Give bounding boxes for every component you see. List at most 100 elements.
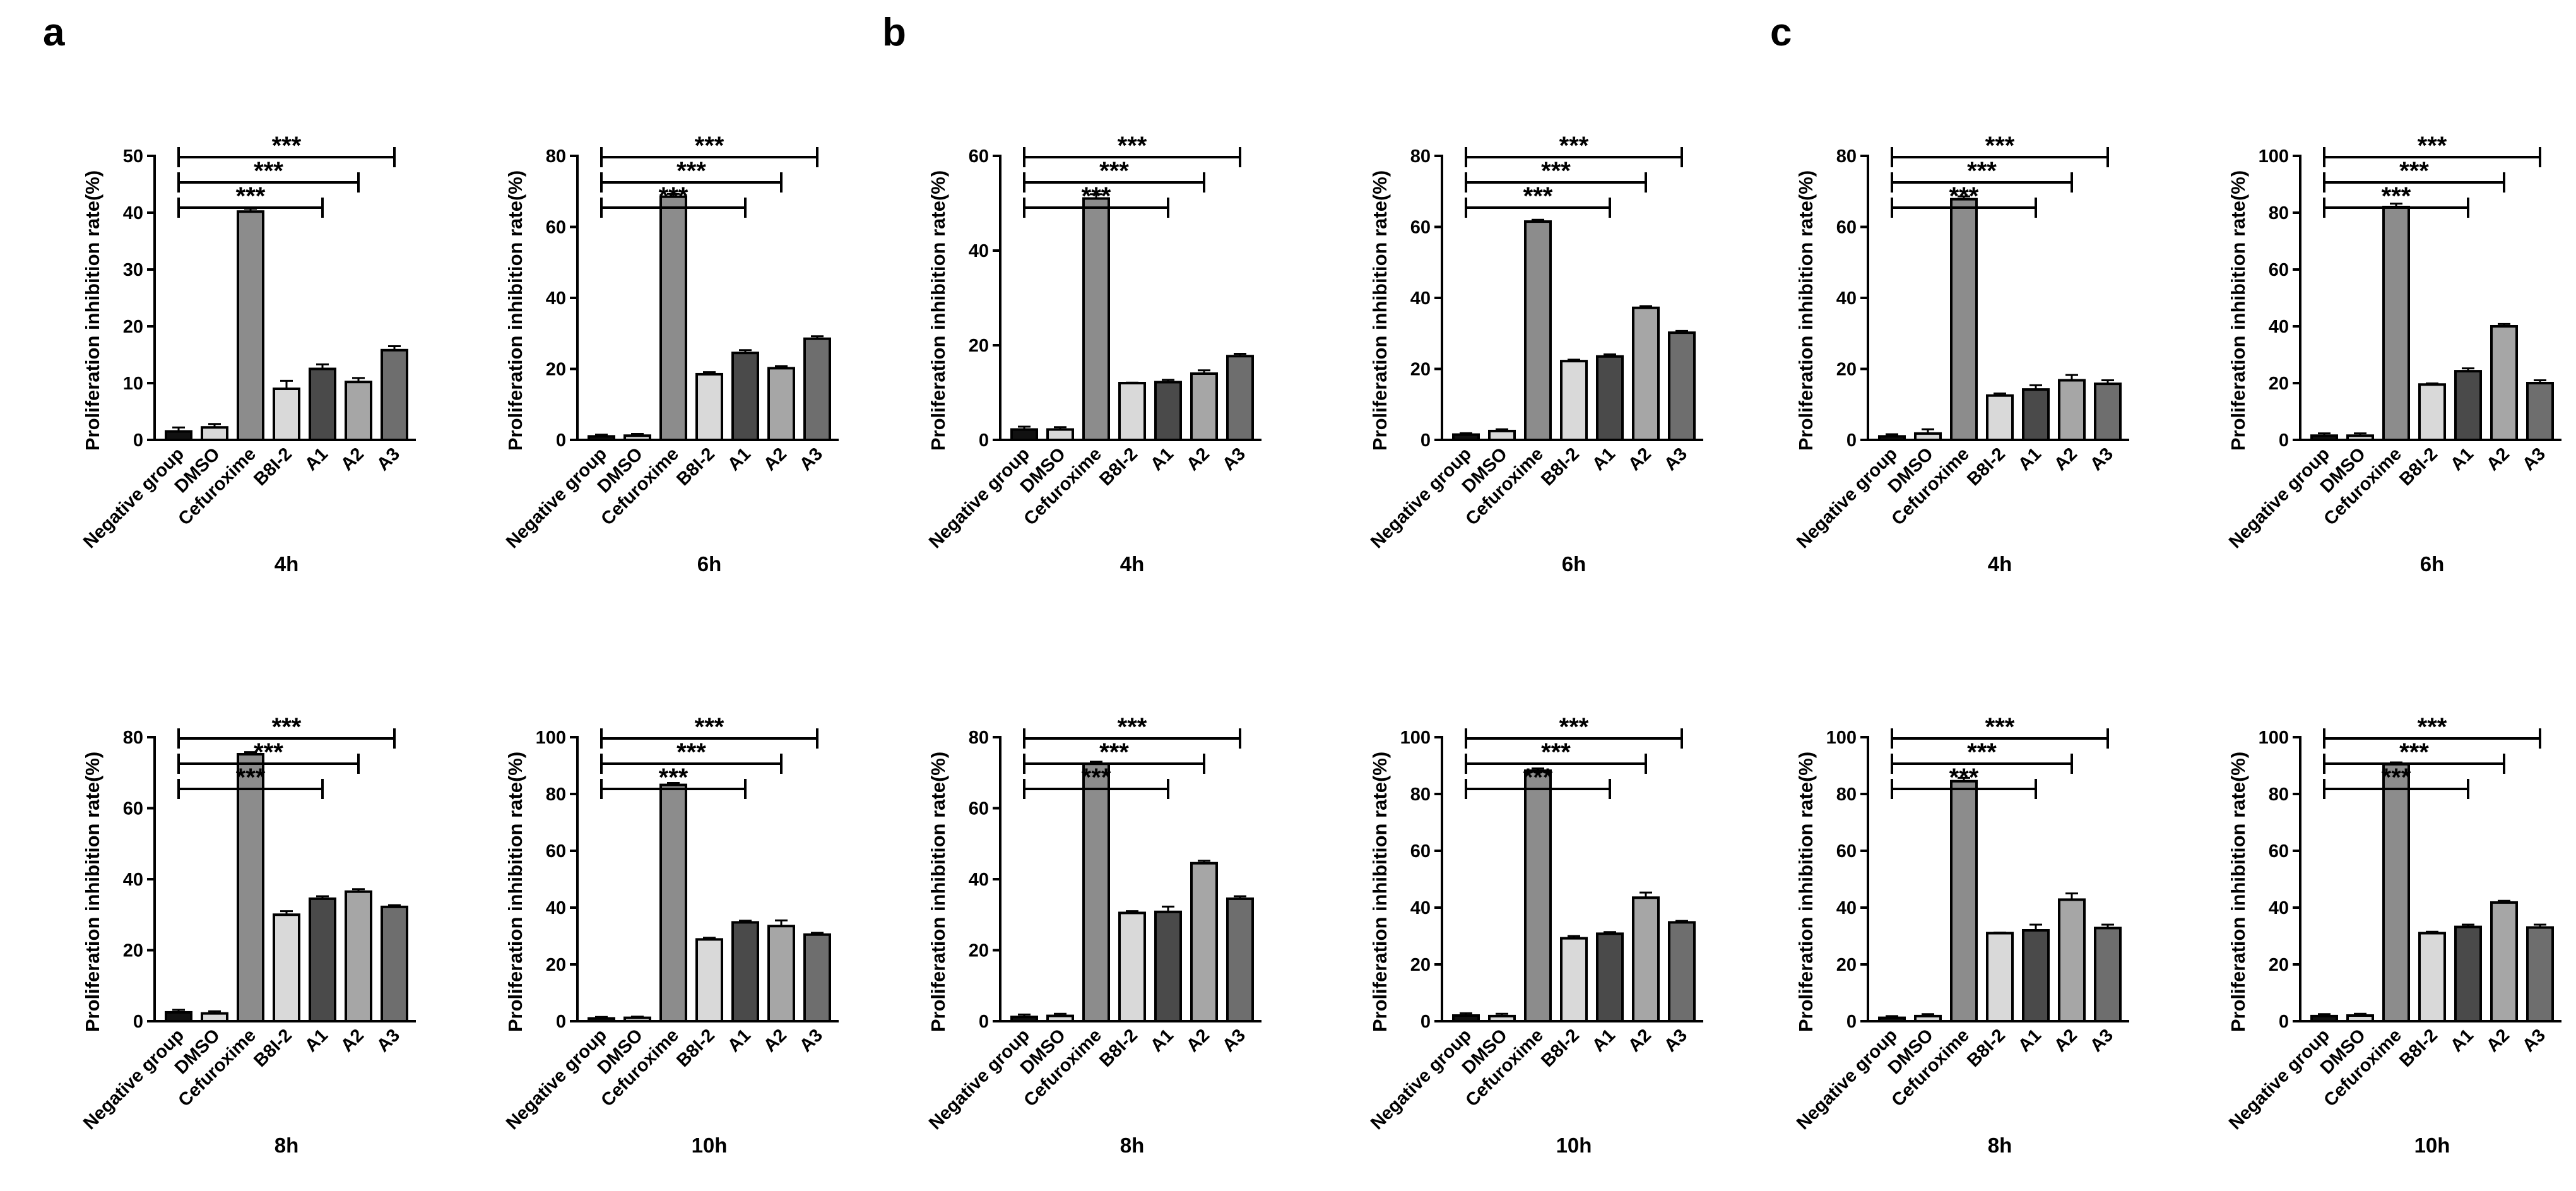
y-tick-label: 60 xyxy=(969,146,989,167)
bar xyxy=(2490,901,2518,1023)
sig-stars: *** xyxy=(1541,157,1571,185)
bar xyxy=(2058,379,2086,441)
category-label: Negative group xyxy=(1367,444,1475,552)
category-label: A3 xyxy=(1219,1025,1250,1056)
chart-a-4h: 0 10 20 30 40 50 Proliferation inhibition rate… xyxy=(80,132,416,576)
sig-stars: *** xyxy=(1082,182,1111,210)
bar xyxy=(2490,325,2518,441)
bar xyxy=(1632,896,1660,1022)
bar xyxy=(731,921,759,1023)
y-axis-label: Proliferation inhibition rate(%) xyxy=(504,170,526,451)
y-tick-label: 0 xyxy=(1421,430,1431,451)
sig-stars: *** xyxy=(254,738,283,766)
y-tick-label: 0 xyxy=(133,430,143,451)
y-tick-label: 80 xyxy=(1836,146,1857,167)
panel-letter-c: c xyxy=(1770,11,1792,54)
category-label: A2 xyxy=(2050,1025,2081,1056)
bar xyxy=(273,388,300,441)
y-axis-label: Proliferation inhibition rate(%) xyxy=(927,752,949,1032)
bar xyxy=(695,938,723,1023)
bar xyxy=(588,435,615,441)
y-tick-label: 80 xyxy=(1410,785,1431,805)
sig-stars: *** xyxy=(2399,738,2429,766)
y-tick-label: 20 xyxy=(1836,360,1857,380)
category-label: B8I-2 xyxy=(1963,1025,2009,1071)
category-label: A3 xyxy=(373,444,404,475)
x-axis-label: 8h xyxy=(1120,1134,1145,1157)
y-tick-label: 40 xyxy=(969,241,989,261)
y-tick-label: 80 xyxy=(546,146,566,167)
bar xyxy=(2346,434,2374,441)
category-label: A1 xyxy=(724,444,755,475)
category-label: A3 xyxy=(2519,444,2549,475)
category-label: B8I-2 xyxy=(250,1025,296,1071)
y-tick-label: 0 xyxy=(556,430,566,451)
category-label: A2 xyxy=(1624,1025,1655,1056)
category-label: A1 xyxy=(1147,444,1178,475)
bar xyxy=(1452,1014,1480,1022)
bar xyxy=(1082,197,1110,441)
chart-c-4h: 0 20 40 60 80 Proliferation inhibition rate(%… xyxy=(1793,132,2129,576)
y-tick-label: 20 xyxy=(969,941,989,961)
category-label: B8I-2 xyxy=(1963,444,2009,490)
sig-stars: *** xyxy=(1118,713,1147,741)
bar xyxy=(2526,926,2554,1022)
bar xyxy=(1190,862,1218,1022)
chart-b-6h: 0 20 40 60 80 Proliferation inhibition rate(%… xyxy=(1367,132,1703,576)
x-axis-label: 8h xyxy=(1988,1134,2012,1157)
category-label: A2 xyxy=(760,444,791,475)
y-tick-label: 0 xyxy=(1846,1012,1857,1032)
bar xyxy=(1226,355,1254,441)
bar xyxy=(2310,1014,2338,1023)
y-tick-label: 0 xyxy=(556,1012,566,1032)
bar xyxy=(237,210,264,441)
sig-stars: *** xyxy=(676,157,706,185)
x-axis-label: 6h xyxy=(697,552,722,576)
category-label: A3 xyxy=(2519,1025,2549,1056)
y-tick-label: 0 xyxy=(979,430,989,451)
bar xyxy=(201,426,228,442)
bar xyxy=(345,890,372,1022)
sig-stars: *** xyxy=(1985,713,2015,741)
y-tick-label: 20 xyxy=(2269,374,2289,394)
y-tick-label: 80 xyxy=(2269,203,2289,223)
category-label: A1 xyxy=(301,1025,332,1056)
y-axis-label: Proliferation inhibition rate(%) xyxy=(927,170,949,451)
category-label: B8I-2 xyxy=(673,444,719,490)
y-tick-label: 0 xyxy=(133,1012,143,1032)
sig-stars: *** xyxy=(2382,764,2411,791)
bar xyxy=(1560,360,1588,441)
bar xyxy=(237,753,264,1022)
bar xyxy=(2094,382,2122,441)
chart-b-10h: 0 20 40 60 80 100 Proliferation inhibition rat… xyxy=(1367,713,1703,1157)
category-label: A2 xyxy=(337,1025,368,1056)
category-label: Negative group xyxy=(925,1025,1034,1134)
y-tick-label: 60 xyxy=(1410,841,1431,862)
y-tick-label: 60 xyxy=(2269,841,2289,862)
sig-stars: *** xyxy=(1099,157,1129,185)
y-tick-label: 60 xyxy=(123,799,143,819)
category-label: Negative group xyxy=(1793,1025,1901,1134)
category-label: Negative group xyxy=(80,444,188,552)
sig-stars: *** xyxy=(1082,764,1111,791)
category-label: A1 xyxy=(1588,1025,1619,1056)
sig-stars: *** xyxy=(2418,713,2447,741)
category-label: A2 xyxy=(2483,444,2514,475)
y-tick-label: 0 xyxy=(2279,430,2289,451)
category-label: A2 xyxy=(2050,444,2081,475)
y-tick-label: 60 xyxy=(1410,218,1431,238)
y-tick-label: 40 xyxy=(123,870,143,890)
x-axis-label: 8h xyxy=(275,1134,299,1157)
sig-stars: *** xyxy=(254,157,283,185)
category-label: B8I-2 xyxy=(250,444,296,490)
sig-stars: *** xyxy=(2382,182,2411,210)
bar xyxy=(2454,925,2482,1022)
y-tick-label: 60 xyxy=(969,799,989,819)
bar xyxy=(1452,433,1480,441)
y-tick-label: 20 xyxy=(546,955,566,975)
category-label: A1 xyxy=(2014,444,2045,475)
bar xyxy=(1488,429,1516,441)
category-label: Negative group xyxy=(2225,444,2334,552)
y-axis-label: Proliferation inhibition rate(%) xyxy=(81,752,103,1032)
y-tick-label: 20 xyxy=(1836,955,1857,975)
